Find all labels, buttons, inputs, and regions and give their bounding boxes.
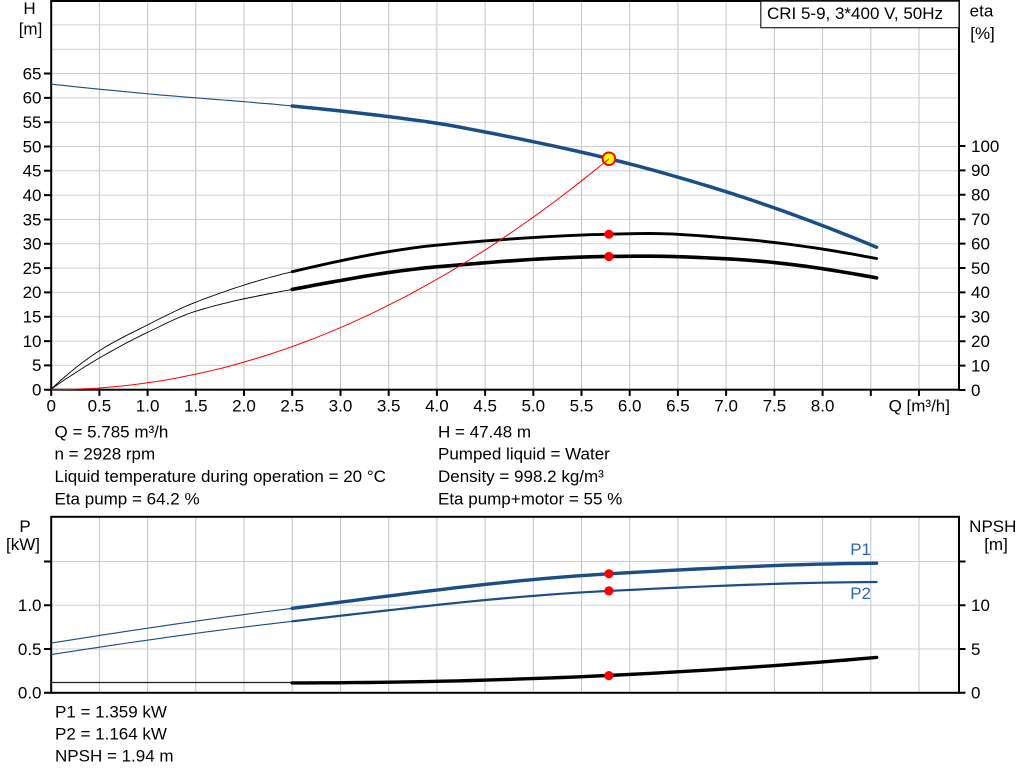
svg-text:2.0: 2.0 [232,396,256,415]
svg-text:P: P [19,517,30,536]
svg-text:60: 60 [971,234,990,253]
svg-text:70: 70 [971,210,990,229]
svg-text:Eta pump+motor = 55 %: Eta pump+motor = 55 % [438,490,622,509]
svg-text:P1 = 1.359 kW: P1 = 1.359 kW [55,703,167,722]
svg-text:Pumped liquid = Water: Pumped liquid = Water [438,445,610,464]
svg-text:[%]: [%] [970,24,995,43]
svg-text:4.0: 4.0 [425,396,449,415]
svg-text:Liquid temperature during oper: Liquid temperature during operation = 20… [55,467,386,486]
svg-text:0.5: 0.5 [18,640,42,659]
svg-text:NPSH: NPSH [969,517,1016,536]
svg-text:Density = 998.2 kg/m³: Density = 998.2 kg/m³ [438,467,604,486]
svg-text:Q [m³/h]: Q [m³/h] [889,396,950,415]
svg-text:80: 80 [971,186,990,205]
svg-text:NPSH = 1.94 m: NPSH = 1.94 m [55,747,174,766]
svg-text:20: 20 [23,283,42,302]
svg-text:0: 0 [46,396,55,415]
svg-text:7.5: 7.5 [763,396,787,415]
svg-text:0: 0 [971,381,980,400]
svg-text:5: 5 [32,356,41,375]
svg-text:3.5: 3.5 [377,396,401,415]
svg-text:15: 15 [23,308,42,327]
svg-text:0.0: 0.0 [18,684,42,703]
svg-text:CRI 5-9, 3*400 V, 50Hz: CRI 5-9, 3*400 V, 50Hz [767,4,943,23]
svg-text:40: 40 [23,186,42,205]
svg-text:2.5: 2.5 [280,396,304,415]
svg-text:60: 60 [23,89,42,108]
svg-text:n = 2928 rpm: n = 2928 rpm [55,445,156,464]
svg-text:[m]: [m] [984,535,1008,554]
svg-text:35: 35 [23,210,42,229]
svg-text:65: 65 [23,64,42,83]
svg-text:Eta pump = 64.2 %: Eta pump = 64.2 % [55,490,200,509]
svg-text:0: 0 [32,381,41,400]
svg-text:[m]: [m] [19,20,43,39]
svg-text:H: H [23,0,35,18]
svg-text:eta: eta [970,2,994,21]
svg-text:0.5: 0.5 [88,396,112,415]
svg-text:6.0: 6.0 [618,396,642,415]
svg-text:20: 20 [971,332,990,351]
svg-text:1.0: 1.0 [18,596,42,615]
svg-text:5.5: 5.5 [570,396,594,415]
svg-text:55: 55 [23,113,42,132]
svg-text:5.0: 5.0 [521,396,545,415]
svg-text:100: 100 [971,137,999,156]
svg-text:10: 10 [971,596,990,615]
svg-text:40: 40 [971,283,990,302]
svg-text:[kW]: [kW] [6,535,40,554]
svg-text:8.0: 8.0 [811,396,835,415]
svg-text:1.5: 1.5 [184,396,208,415]
svg-text:P2: P2 [850,584,871,603]
svg-text:4.5: 4.5 [473,396,497,415]
svg-text:25: 25 [23,259,42,278]
svg-text:10: 10 [971,356,990,375]
svg-text:H = 47.48 m: H = 47.48 m [438,423,531,442]
svg-text:1.0: 1.0 [136,396,160,415]
svg-text:30: 30 [971,308,990,327]
svg-text:7.0: 7.0 [714,396,738,415]
svg-text:P2 = 1.164 kW: P2 = 1.164 kW [55,725,167,744]
svg-text:50: 50 [971,259,990,278]
svg-text:90: 90 [971,161,990,180]
svg-text:3.0: 3.0 [329,396,353,415]
svg-text:45: 45 [23,162,42,181]
svg-text:6.5: 6.5 [666,396,690,415]
svg-text:30: 30 [23,235,42,254]
svg-text:5: 5 [971,640,980,659]
svg-text:10: 10 [23,332,42,351]
svg-text:50: 50 [23,137,42,156]
svg-text:Q = 5.785 m³/h: Q = 5.785 m³/h [55,423,169,442]
svg-text:0: 0 [971,684,980,703]
svg-text:P1: P1 [850,540,871,559]
